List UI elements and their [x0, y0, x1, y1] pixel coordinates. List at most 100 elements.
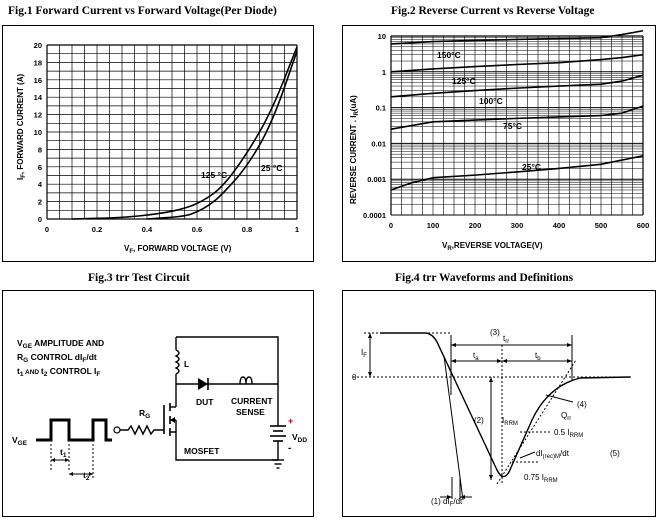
- gate-resistor-icon: [120, 424, 164, 436]
- fig3-frame: [2, 290, 314, 517]
- recovery-slope-tangent: [496, 359, 577, 485]
- slope-label: dI(rec)M/dt: [536, 449, 570, 460]
- vge-label: VGE: [12, 435, 28, 447]
- trr-arrowhead-right-icon: [567, 343, 572, 347]
- fig2-label-150: 150°C: [437, 50, 461, 60]
- t1-label: t1: [60, 447, 67, 459]
- fig1-y-tick: 14: [34, 93, 43, 102]
- irrm-label: IRRM: [502, 416, 518, 427]
- t2-label: t2: [83, 470, 90, 482]
- vge-pulse-train: [36, 418, 112, 442]
- fig2-lines: [390, 29, 644, 191]
- fig2-y-tick: 0.1: [376, 104, 386, 113]
- fig1-grid: [46, 44, 298, 220]
- mosfet-label: MOSFET: [184, 446, 220, 456]
- fig2-frame: [342, 25, 656, 262]
- fig1-y-tick: 0: [38, 215, 42, 224]
- dut-diode-icon: [198, 378, 208, 390]
- dif-arrowhead-left-icon: [447, 495, 452, 499]
- half-irrm-label: 0.5 IRRM: [554, 428, 583, 439]
- fig2-y-tick: 0.001: [367, 175, 386, 184]
- n5-label: (5): [610, 449, 620, 458]
- fig2-y-tick: 0.0001: [363, 211, 386, 220]
- fig2-label-25: 25°C: [522, 162, 541, 172]
- vdd-plus: +: [288, 416, 293, 426]
- fig2-x-tick: 600: [637, 221, 650, 230]
- fig1-title: Fig.1 Forward Current vs Forward Voltage…: [8, 5, 277, 17]
- inductor-label: L: [184, 359, 189, 369]
- gate-terminal: [113, 426, 121, 434]
- t2-arrowhead-left-icon: [69, 472, 73, 476]
- irrm-arrowhead-bottom-icon: [489, 475, 493, 480]
- fig1-x-tick: 0.6: [192, 225, 202, 234]
- fig2-label-100: 100°C: [479, 96, 503, 106]
- top-wire: [176, 336, 279, 420]
- slope-leader: [519, 451, 536, 459]
- fig1-y-tick: 6: [38, 163, 42, 172]
- q3-irrm-label: 0.75 IRRM: [524, 473, 558, 484]
- fig2-ticks: 0 100 200 300 400 500 600 0.0001 0.001 0.01 0.1 1 10: [363, 32, 649, 230]
- ta-label: ta: [473, 351, 479, 362]
- fig2-series-3: [390, 105, 644, 130]
- fig1-label-25: 25 °C: [261, 163, 282, 173]
- fig1-ylabel: IF, FORWARD CURRENT (A): [16, 73, 27, 180]
- fig1-xlabel: VF, FORWARD VOLTAGE (V): [124, 244, 232, 255]
- inductor-coil: [174, 349, 180, 375]
- fig2-xlabel: VR,REVERSE VOLTAGE(V): [442, 241, 543, 252]
- fig1-series-0: [71, 46, 298, 220]
- irrm-arrowhead-top-icon: [489, 377, 493, 382]
- circuit-line1: VGE AMPLITUDE AND: [17, 338, 104, 350]
- fig1-y-tick: 16: [34, 76, 42, 85]
- fig1-lines: [71, 46, 298, 220]
- fig2-series-2: [390, 74, 644, 98]
- fig1-x-tick: 1: [295, 225, 299, 234]
- fig1-x-tick: 0.8: [242, 225, 252, 234]
- fig2-x-tick: 100: [427, 221, 440, 230]
- tb-arrowhead-right-icon: [567, 359, 572, 363]
- trr-label: trr: [503, 334, 509, 345]
- fig2-y-tick: 1: [382, 68, 386, 77]
- current-waveform: [380, 332, 631, 478]
- fig1-y-tick: 20: [34, 41, 42, 50]
- n3-label: (3): [490, 328, 500, 337]
- current-sense-label-2: SENSE: [236, 407, 265, 417]
- t1-arrowhead-right-icon: [65, 458, 69, 462]
- t2-arrowhead-right-icon: [89, 472, 93, 476]
- fig2-chart: 0 100 200 300 400 500 600 0.0001 0.001 0.01 0.1 1 10…: [349, 29, 649, 252]
- fig2-ylabel: REVERSE CURRENT . IR(uA): [349, 95, 360, 204]
- fig2-series-4: [390, 155, 644, 191]
- fig1-y-tick: 10: [34, 128, 42, 137]
- ta-arrowhead-left-icon: [451, 359, 456, 363]
- fig2-y-tick: 0.01: [371, 139, 386, 148]
- fig1-x-tick: 0.2: [92, 225, 102, 234]
- fig2-x-tick: 500: [595, 221, 608, 230]
- fig1-y-tick: 2: [38, 198, 42, 207]
- t1-arrowhead-left-icon: [51, 458, 55, 462]
- fig4-frame: [342, 290, 656, 517]
- if-arrowhead-bottom-icon: [368, 372, 372, 377]
- fig2-series-0: [390, 29, 644, 45]
- fig1-y-tick: 18: [34, 58, 42, 67]
- circuit-line2: RG CONTROL dIF/dt: [17, 352, 97, 364]
- tb-arrowhead-left-icon: [502, 359, 507, 363]
- if-label: IF: [361, 348, 367, 359]
- fig1-label-125: 125 °C: [201, 170, 227, 180]
- current-sense-label-1: CURRENT: [231, 396, 273, 406]
- trr-arrowhead-left-icon: [451, 343, 456, 347]
- dut-label: DUT: [196, 397, 214, 407]
- dif-arrowhead-right-icon: [460, 495, 465, 499]
- tb-label: tb: [535, 351, 541, 362]
- fig1-series-1: [146, 50, 298, 220]
- fig3-title: Fig.3 trr Test Circuit: [88, 272, 190, 284]
- fig2-label-125: 125°C: [452, 76, 476, 86]
- fig2-y-tick: 10: [378, 32, 386, 41]
- fig2-x-tick: 400: [553, 221, 566, 230]
- dif-tangent: [443, 355, 464, 501]
- dif-label: dIF/dt: [443, 497, 463, 508]
- fig2-x-tick: 300: [511, 221, 524, 230]
- current-sense-icon: [239, 376, 253, 385]
- zero-label: 0: [352, 373, 357, 382]
- qrr-label: Qrr: [561, 411, 571, 422]
- if-arrowhead-top-icon: [368, 333, 372, 338]
